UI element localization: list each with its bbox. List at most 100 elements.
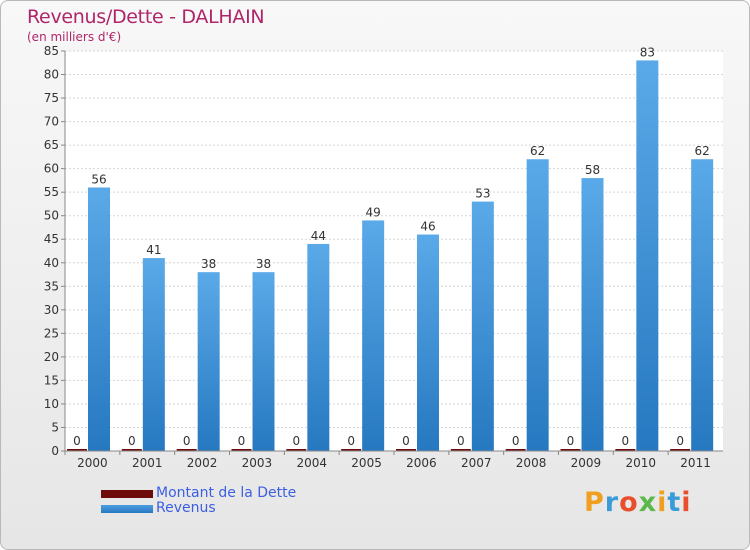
y-tick-label: 65: [44, 138, 59, 152]
bar-debt: [396, 449, 416, 451]
logo-letter: P: [584, 487, 605, 518]
bar-revenue: [581, 178, 604, 451]
bar-revenue: [307, 243, 330, 451]
y-tick-label: 10: [44, 397, 59, 411]
data-label-debt: 0: [402, 434, 410, 448]
data-label-debt: 0: [128, 434, 136, 448]
bar-revenue: [142, 258, 165, 451]
y-tick-label: 75: [44, 91, 59, 105]
bar-debt: [560, 449, 581, 451]
bar-revenue: [471, 201, 494, 451]
y-tick-label: 70: [44, 115, 59, 129]
bar-debt: [341, 449, 362, 451]
y-tick-label: 60: [44, 162, 59, 176]
logo-letter: i: [681, 487, 692, 518]
y-tick-label: 85: [44, 44, 59, 58]
y-tick-label: 0: [51, 444, 59, 458]
logo-letter: t: [667, 487, 682, 518]
x-tick-label: 2000: [77, 456, 108, 470]
data-label-revenue: 38: [201, 257, 216, 271]
legend-label-debt: Montant de la Dette: [156, 485, 297, 501]
proxiti-logo: Proxiti: [584, 487, 692, 518]
data-label-debt: 0: [238, 434, 246, 448]
bar-debt: [67, 449, 87, 451]
x-tick-label: 2010: [625, 456, 656, 470]
data-label-revenue: 56: [91, 172, 106, 186]
data-label-revenue: 49: [366, 205, 381, 219]
y-tick-label: 35: [44, 279, 59, 293]
data-label-revenue: 41: [146, 243, 161, 257]
bar-debt: [670, 449, 691, 451]
data-label-revenue: 53: [475, 187, 490, 201]
x-tick-label: 2009: [571, 456, 602, 470]
data-label-debt: 0: [676, 434, 684, 448]
bar-debt: [176, 449, 197, 451]
chart-subtitle: (en milliers d'€): [27, 30, 122, 44]
y-tick-label: 50: [44, 209, 59, 223]
logo-letter: x: [638, 487, 658, 518]
bar-revenue: [636, 60, 659, 451]
x-tick-label: 2008: [516, 456, 547, 470]
y-tick-label: 55: [44, 185, 59, 199]
legend-label-revenue: Revenus: [156, 500, 216, 516]
data-label-debt: 0: [183, 434, 191, 448]
bar-revenue: [88, 187, 110, 451]
y-tick-label: 15: [44, 373, 59, 387]
bar-debt: [450, 449, 471, 451]
x-tick-label: 2001: [132, 456, 163, 470]
data-label-revenue: 83: [640, 45, 655, 59]
data-label-revenue: 46: [420, 220, 435, 234]
x-tick-label: 2002: [187, 456, 218, 470]
grid-layer: [65, 50, 723, 452]
x-tick-label: 2011: [680, 456, 711, 470]
data-label-debt: 0: [293, 434, 301, 448]
logo-letter: i: [657, 487, 668, 518]
bar-debt: [286, 449, 307, 451]
x-tick-label: 2005: [351, 456, 382, 470]
bar-debt: [231, 449, 252, 451]
x-tick-label: 2006: [406, 456, 437, 470]
y-axis: 0 5 10 15 20 25 30 35 40 45 50 55 60 65 70 75 80 85: [44, 44, 66, 458]
legend-swatch-revenue: [101, 505, 153, 513]
x-tick-label: 2004: [296, 456, 327, 470]
bar-revenue: [417, 234, 439, 451]
plot-area: [65, 51, 723, 451]
bar-debt: [121, 449, 142, 451]
y-tick-label: 30: [44, 303, 59, 317]
data-label-revenue: 44: [311, 229, 326, 243]
y-tick-label: 25: [44, 326, 59, 340]
data-label-debt: 0: [512, 434, 520, 448]
x-tick-label: 2003: [242, 456, 273, 470]
bar-debt: [505, 449, 526, 451]
data-label-debt: 0: [347, 434, 355, 448]
y-tick-label: 45: [44, 232, 59, 246]
y-tick-label: 5: [51, 420, 59, 434]
data-label-debt: 0: [622, 434, 630, 448]
x-tick-label: 2007: [461, 456, 492, 470]
x-axis: 2000 2001 2002 2003 2004 2005 2006 2007 2008 2009…: [64, 450, 723, 470]
logo-letter: r: [604, 487, 620, 518]
data-label-revenue: 62: [530, 144, 545, 158]
bars: [67, 60, 714, 451]
logo-letter: o: [619, 487, 639, 518]
bar-revenue: [691, 159, 714, 451]
data-label-debt: 0: [457, 434, 465, 448]
chart-title: Revenus/Dette - DALHAIN: [27, 6, 265, 28]
data-label-revenue: 58: [585, 163, 600, 177]
data-labels: 0 56 0 41 0 38 0 38 0 44 0 49 0 46 0 53 0 62 0 58 0 83 0 62: [73, 45, 710, 448]
legend-swatch-debt: [101, 490, 153, 498]
y-tick-label: 40: [44, 256, 59, 270]
y-tick-label: 20: [44, 350, 59, 364]
bar-revenue: [526, 159, 549, 451]
bar-debt: [615, 449, 636, 451]
data-label-revenue: 38: [256, 257, 271, 271]
data-label-debt: 0: [567, 434, 575, 448]
bar-revenue: [197, 272, 220, 451]
bar-revenue: [362, 220, 385, 451]
bar-revenue: [252, 272, 275, 451]
data-label-debt: 0: [73, 434, 81, 448]
y-tick-label: 80: [44, 68, 59, 82]
data-label-revenue: 62: [695, 144, 710, 158]
